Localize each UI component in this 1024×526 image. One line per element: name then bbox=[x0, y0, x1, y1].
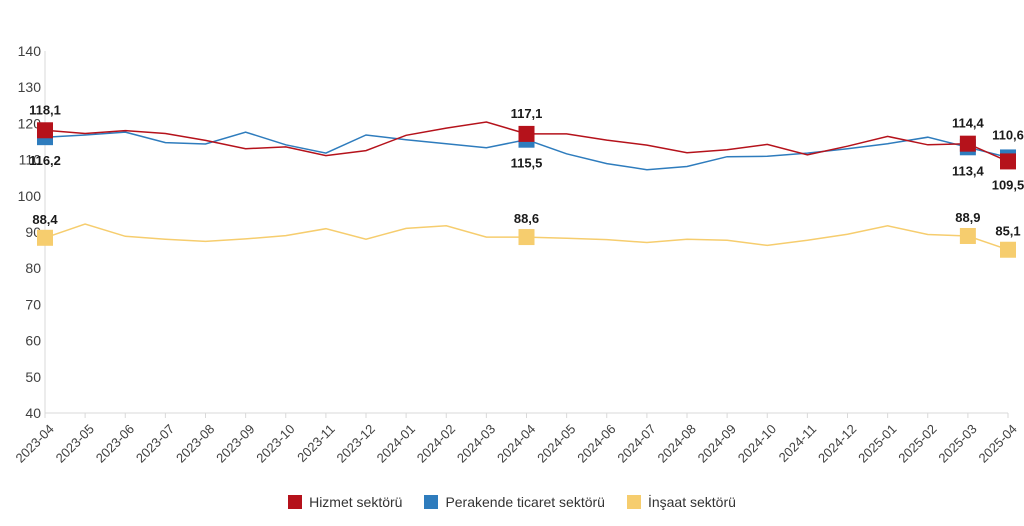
data-marker-0-0 bbox=[37, 122, 53, 139]
data-label-2-12: 88,6 bbox=[514, 211, 539, 226]
x-tick-label: 2024-01 bbox=[374, 421, 418, 465]
x-tick-label: 2024-05 bbox=[534, 421, 578, 465]
x-tick-label: 2025-04 bbox=[976, 421, 1020, 465]
data-label-0-24: 109,5 bbox=[992, 177, 1024, 192]
legend: Hizmet sektörü Perakende ticaret sektörü… bbox=[0, 494, 1024, 510]
y-tick-label: 140 bbox=[18, 43, 42, 59]
x-tick-label: 2024-11 bbox=[776, 421, 820, 465]
x-tick-label: 2024-12 bbox=[815, 421, 859, 465]
legend-swatch-hizmet bbox=[288, 495, 303, 509]
x-tick-label: 2025-01 bbox=[855, 421, 899, 465]
legend-label-hizmet: Hizmet sektörü bbox=[309, 494, 403, 510]
y-tick-label: 100 bbox=[18, 188, 42, 204]
y-tick-label: 130 bbox=[18, 79, 42, 95]
data-label-0-12: 117,1 bbox=[511, 106, 543, 121]
y-tick-label: 50 bbox=[25, 369, 41, 385]
legend-label-insaat: İnşaat sektörü bbox=[647, 494, 736, 510]
data-marker-2-0 bbox=[37, 229, 53, 246]
x-tick-label: 2023-10 bbox=[253, 421, 297, 465]
legend-item-perakende: Perakende ticaret sektörü bbox=[424, 494, 605, 510]
x-tick-label: 2023-07 bbox=[133, 421, 177, 465]
y-tick-label: 60 bbox=[25, 333, 41, 349]
legend-item-hizmet: Hizmet sektörü bbox=[288, 494, 402, 510]
x-tick-label: 2024-10 bbox=[735, 421, 779, 465]
legend-label-perakende: Perakende ticaret sektörü bbox=[445, 494, 605, 510]
x-tick-label: 2024-02 bbox=[414, 421, 458, 465]
x-tick-label: 2024-09 bbox=[695, 421, 739, 465]
y-tick-label: 110 bbox=[19, 152, 42, 168]
data-label-1-12: 115,5 bbox=[511, 156, 543, 171]
y-tick-label: 40 bbox=[25, 405, 41, 421]
x-tick-label: 2023-06 bbox=[93, 421, 137, 465]
data-label-1-0: 116,2 bbox=[29, 153, 61, 168]
data-label-1-23: 113,4 bbox=[952, 163, 985, 178]
data-label-2-0: 88,4 bbox=[32, 212, 58, 227]
x-tick-label: 2023-11 bbox=[294, 421, 338, 465]
x-tick-label: 2023-08 bbox=[173, 421, 217, 465]
x-tick-label: 2024-06 bbox=[574, 421, 618, 465]
data-label-2-24: 85,1 bbox=[995, 224, 1020, 239]
data-marker-2-24 bbox=[1000, 241, 1016, 258]
y-tick-label: 120 bbox=[18, 115, 42, 131]
data-label-1-24: 110,6 bbox=[992, 127, 1024, 142]
data-marker-0-12 bbox=[518, 125, 535, 142]
legend-swatch-perakende bbox=[424, 495, 439, 509]
legend-swatch-insaat bbox=[626, 495, 641, 509]
line-chart: 4050607080901001101201301402023-042023-0… bbox=[13, 43, 1024, 466]
y-tick-label: 70 bbox=[25, 296, 41, 312]
data-marker-0-24 bbox=[1000, 153, 1016, 170]
data-label-2-23: 88,9 bbox=[955, 210, 980, 225]
data-label-0-23: 114,4 bbox=[952, 116, 985, 131]
x-tick-label: 2023-04 bbox=[13, 421, 57, 465]
legend-item-insaat: İnşaat sektörü bbox=[626, 494, 736, 510]
x-tick-label: 2025-02 bbox=[895, 421, 939, 465]
x-tick-label: 2023-05 bbox=[53, 421, 97, 465]
x-tick-label: 2023-09 bbox=[213, 421, 257, 465]
x-tick-label: 2024-03 bbox=[454, 421, 498, 465]
data-marker-0-23 bbox=[959, 135, 976, 152]
data-marker-2-23 bbox=[959, 227, 976, 244]
x-tick-label: 2024-08 bbox=[655, 421, 699, 465]
x-tick-label: 2024-04 bbox=[494, 421, 538, 465]
y-tick-label: 80 bbox=[25, 260, 41, 276]
x-tick-label: 2023-12 bbox=[334, 421, 378, 465]
data-marker-2-12 bbox=[518, 229, 535, 246]
data-label-0-0: 118,1 bbox=[29, 102, 61, 117]
x-tick-label: 2025-03 bbox=[935, 421, 979, 465]
x-tick-label: 2024-07 bbox=[614, 421, 658, 465]
